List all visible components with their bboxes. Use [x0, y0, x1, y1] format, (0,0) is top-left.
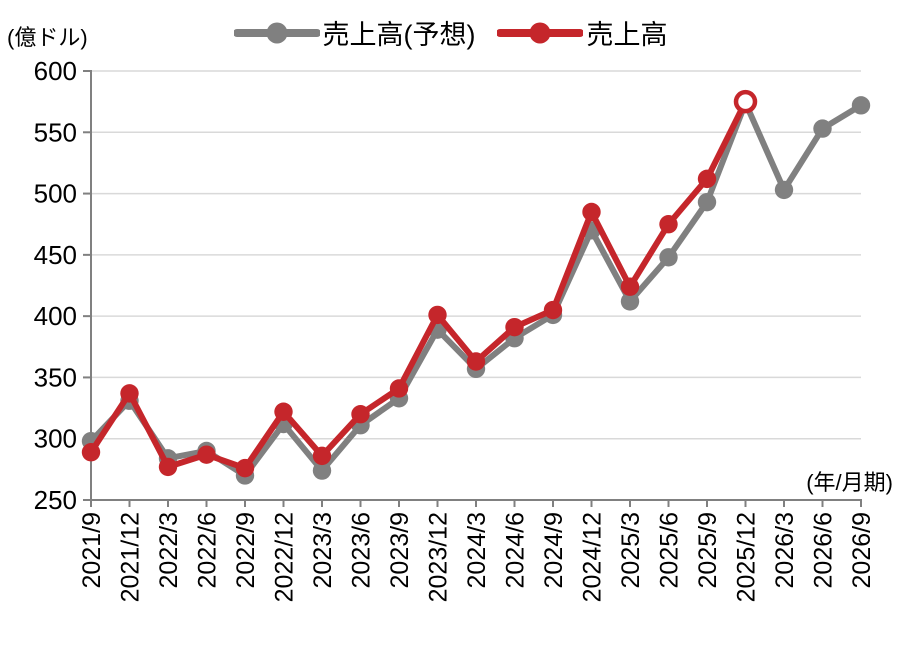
data-point-actual-2023/12: [428, 305, 447, 325]
data-point-forecast-2025/9: [697, 192, 717, 212]
x-axis-tick-label: 2021/9: [78, 512, 106, 588]
x-axis-tick-label: 2025/3: [617, 512, 645, 588]
data-point-actual-2024/3: [466, 352, 486, 371]
data-point-actual-2023/3: [312, 446, 332, 466]
x-axis-tick-label: 2024/12: [579, 512, 607, 602]
x-axis-tick-label: 2026/9: [848, 512, 876, 588]
legend-item-actual: 売上高: [497, 13, 667, 52]
data-point-actual-2022/6: [197, 445, 216, 464]
data-point-actual-2022/3: [158, 457, 178, 477]
y-axis-tick-label: 550: [34, 117, 77, 147]
data-point-actual-2022/9: [235, 458, 255, 478]
data-point-actual-2024/12: [582, 202, 601, 222]
actual-series-marker-icon: [497, 22, 584, 43]
x-axis-tick-label: 2026/3: [771, 512, 799, 588]
x-axis-tick-label: 2023/3: [309, 512, 337, 588]
data-point-actual-2025/9: [697, 169, 717, 189]
x-axis-tick-label: 2025/6: [656, 512, 684, 588]
x-axis-tick-label: 2025/12: [733, 512, 761, 602]
data-point-actual-2025/12: [733, 89, 758, 114]
data-point-actual-2024/6: [505, 317, 524, 337]
x-axis-tick-label: 2025/9: [694, 512, 722, 588]
data-point-actual-2024/9: [543, 300, 563, 320]
y-axis-tick-label: 400: [34, 301, 77, 331]
data-point-forecast-2026/6: [813, 119, 832, 138]
data-point-actual-2025/6: [659, 215, 678, 234]
x-axis-unit-label: (年/月期): [806, 470, 893, 495]
data-point-forecast-2026/9: [851, 96, 871, 115]
x-axis-tick-label: 2024/6: [502, 512, 530, 588]
forecast-series-marker-icon: [233, 22, 320, 43]
x-axis-tick-label: 2022/12: [271, 512, 299, 602]
x-axis-tick-label: 2023/12: [425, 512, 453, 602]
y-axis-tick-label: 300: [34, 424, 77, 454]
data-point-actual-2021/9: [81, 442, 101, 462]
data-point-actual-2022/12: [274, 402, 293, 421]
data-point-forecast-2023/3: [312, 461, 332, 480]
series-line-forecast: [88, 99, 864, 479]
data-point-actual-2023/9: [389, 379, 409, 398]
legend-label-actual: 売上高: [586, 20, 668, 50]
data-point-actual-2021/12: [120, 384, 139, 403]
y-axis-tick-label: 450: [34, 240, 77, 270]
legend-label-forecast: 売上高(予想): [322, 20, 476, 50]
x-axis-tick-label: 2021/12: [117, 512, 145, 602]
legend-item-forecast: 売上高(予想): [233, 13, 476, 52]
x-axis-tick-label: 2022/3: [155, 512, 183, 588]
y-axis-tick-label: 500: [34, 179, 77, 209]
data-point-forecast-2026/3: [774, 180, 794, 200]
data-point-forecast-2025/3: [620, 292, 640, 311]
x-axis-tick-label: 2024/9: [540, 512, 568, 588]
x-axis-tick-label: 2022/6: [194, 512, 222, 588]
data-point-actual-2023/6: [351, 405, 370, 424]
data-point-forecast-2025/6: [659, 248, 678, 267]
y-axis-unit-label: (億ドル): [7, 25, 88, 50]
y-axis-tick-label: 350: [34, 362, 77, 392]
data-point-actual-2025/3: [620, 277, 640, 296]
x-axis-tick-label: 2026/6: [810, 512, 838, 588]
x-axis-tick-label: 2022/9: [232, 512, 260, 588]
x-axis-tick-label: 2023/9: [386, 512, 414, 588]
y-axis-tick-label: 600: [34, 56, 77, 86]
y-axis-tick-label: 250: [34, 485, 77, 515]
x-axis-tick-label: 2023/6: [348, 512, 376, 588]
legend: 売上高(予想) 売上高: [0, 13, 901, 52]
x-axis-tick-label: 2024/3: [463, 512, 491, 588]
